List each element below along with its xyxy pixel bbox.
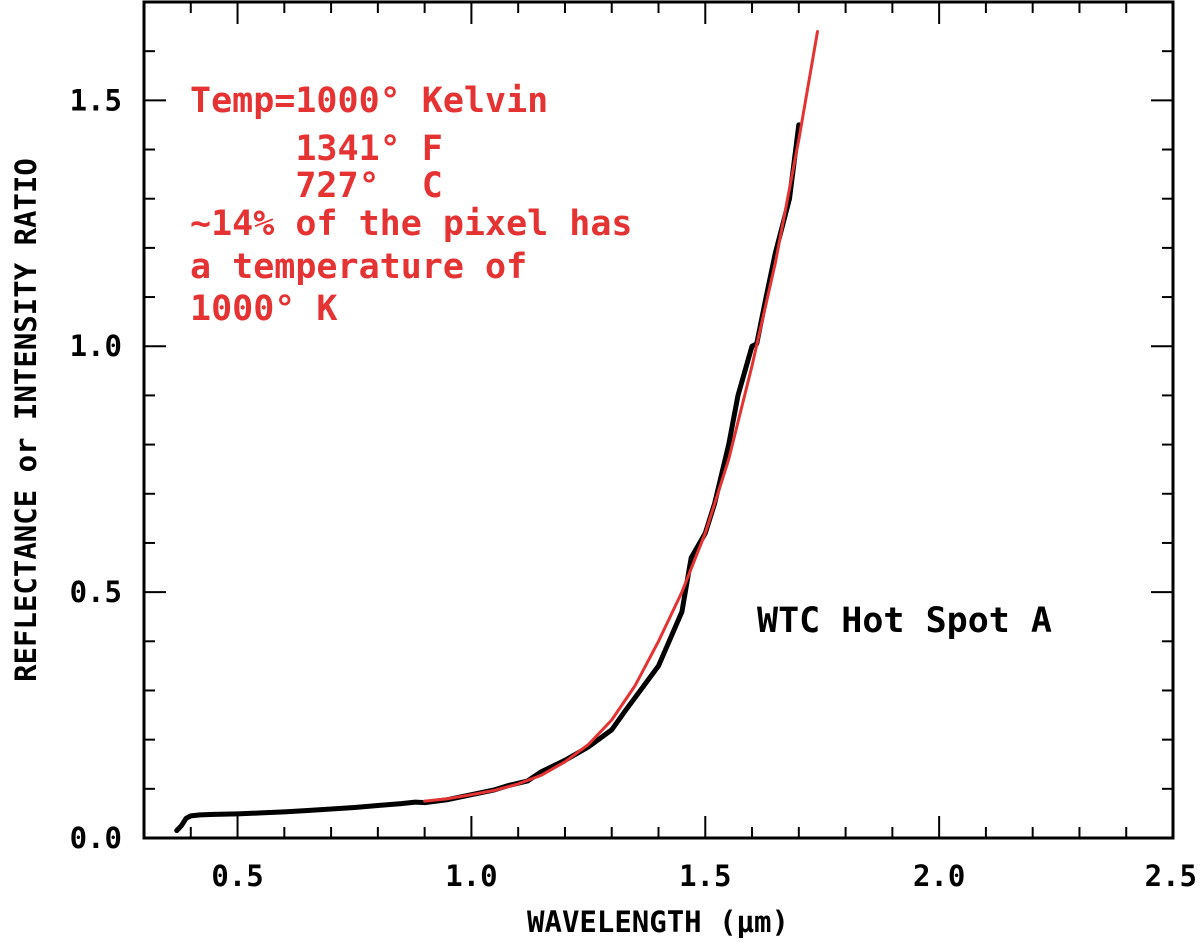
x-tick-label: 2.0 (913, 859, 965, 893)
sample-label: WTC Hot Spot A (757, 601, 1052, 641)
x-tick-label: 2.5 (1145, 859, 1197, 893)
tick-labels: 0.5 1.0 1.5 2.0 2.5 0.0 0.5 1.0 1.5 (70, 83, 1197, 893)
fit-annotation-line: 1000° K (190, 289, 338, 329)
y-tick-label: 0.5 (70, 575, 122, 609)
plot-frame (142, 0, 1175, 840)
blackbody-fit-line (423, 30, 819, 803)
fit-annotation-line: 1341° F (190, 129, 443, 169)
fit-annotation-line: ~14% of the pixel has (190, 204, 633, 244)
x-axis-label: WAVELENGTH (µm) (527, 905, 789, 939)
fit-annotation-line: a temperature of (190, 247, 527, 287)
fit-annotation-line: Temp=1000° Kelvin (190, 81, 548, 121)
series-layer (174, 30, 819, 834)
x-tick-label: 0.5 (211, 859, 263, 893)
x-tick-label: 1.0 (445, 859, 497, 893)
y-tick-label: 1.0 (70, 329, 122, 363)
y-tick-label: 0.0 (70, 821, 122, 855)
fit-annotation: Temp=1000° Kelvin 1341° F 727° C ~14% of… (190, 81, 633, 329)
y-tick-label: 1.5 (70, 83, 122, 117)
x-tick-label: 1.5 (679, 859, 731, 893)
tick-marks (144, 0, 1174, 838)
fit-annotation-line: 727° C (190, 166, 443, 206)
y-axis-label: REFLECTANCE or INTENSITY RATIO (9, 158, 43, 682)
